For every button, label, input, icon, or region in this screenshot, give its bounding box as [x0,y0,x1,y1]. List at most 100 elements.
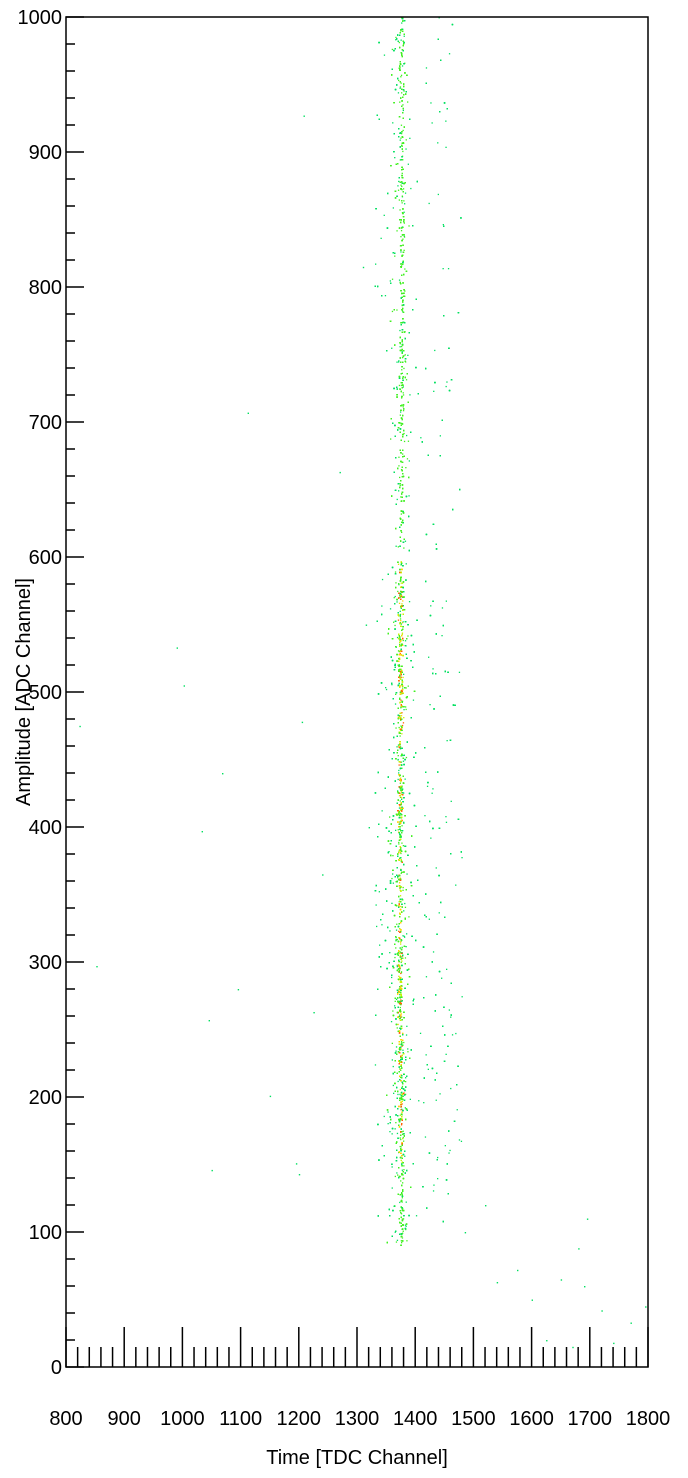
heatmap-cell [394,1000,396,1002]
heatmap-cell [396,923,398,925]
heatmap-cell [404,268,406,270]
heatmap-cell [441,977,443,979]
heatmap-cell [403,1165,405,1167]
heatmap-cell [397,745,400,747]
heatmap-cell [407,685,409,687]
heatmap-cell [392,1065,394,1068]
heatmap-cell [431,792,433,794]
heatmap-cell [398,180,400,183]
heatmap-cell [449,1149,451,1152]
heatmap-cell [396,964,398,966]
heatmap-cell [401,996,403,998]
heatmap-cell [402,886,404,889]
heatmap-cell [398,664,400,666]
heatmap-cell [400,1016,402,1018]
heatmap-cell [397,790,399,792]
heatmap-cell [400,1138,402,1141]
heatmap-cell [445,600,447,602]
heatmap-cell [405,1034,408,1036]
heatmap-cell [401,1108,403,1110]
heatmap-cell [397,778,399,781]
heatmap-cell [394,157,396,159]
heatmap-cell [400,124,403,126]
heatmap-cell [381,810,383,812]
heatmap-cell [408,225,410,227]
heatmap-cell [401,1169,403,1171]
heatmap-cell [437,142,439,144]
heatmap-cell [400,971,403,973]
heatmap-cell [396,601,398,603]
heatmap-cell [400,1109,402,1111]
heatmap-cell [399,1006,401,1009]
heatmap-cell [398,795,401,797]
heatmap-cell [401,185,403,188]
heatmap-cell [399,805,401,807]
heatmap-cell [402,845,404,847]
heatmap-cell [398,1151,400,1154]
heatmap-cell [401,372,403,374]
heatmap-cell [403,236,406,238]
heatmap-cell [446,968,448,970]
heatmap-cell [405,1201,407,1203]
heatmap-cell [400,707,402,709]
heatmap-cell [399,976,401,978]
heatmap-cell [397,744,400,746]
heatmap-cell [433,390,435,392]
heatmap-cell [401,785,403,787]
heatmap-cell [399,618,402,620]
heatmap-cell [394,1128,396,1130]
heatmap-cell [395,1046,398,1048]
heatmap-cell [400,1074,402,1076]
heatmap-cell [375,263,377,265]
heatmap-cell [404,354,406,356]
heatmap-cell [402,1232,404,1234]
heatmap-cell [404,902,406,905]
heatmap-cell [388,851,390,853]
heatmap-cell [395,727,397,729]
heatmap-cell [405,467,407,469]
heatmap-cell [402,188,405,190]
heatmap-cell [399,775,401,777]
heatmap-cell [394,595,396,598]
heatmap-cell [398,602,401,604]
heatmap-cell [445,821,448,823]
heatmap-cell [403,367,405,370]
heatmap-cell [401,265,403,267]
heatmap-cell [400,1013,402,1015]
heatmap-cell [398,726,400,729]
heatmap-cell [398,964,401,967]
heatmap-cell [401,960,403,962]
heatmap-cell [403,355,405,357]
heatmap-cell [398,41,400,44]
heatmap-cell [403,709,405,711]
heatmap-cell [437,193,439,196]
heatmap-cell [391,48,393,51]
heatmap-cell [401,633,403,635]
heatmap-cell [391,278,394,280]
heatmap-cell [401,582,404,584]
heatmap-cell [402,394,405,396]
heatmap-cell [405,379,408,381]
heatmap-cell [426,785,429,787]
heatmap-cell [399,796,402,798]
heatmap-cell [445,146,447,148]
heatmap-cell [407,163,409,165]
heatmap-cell [383,1115,385,1118]
heatmap-cell [396,636,399,639]
heatmap-cell [396,230,398,232]
heatmap-cell [400,1200,402,1202]
heatmap-cell [399,610,401,612]
heatmap-cell [444,1145,446,1147]
heatmap-cell [431,122,433,124]
heatmap-cell [400,76,402,78]
heatmap-cell [396,1172,398,1174]
heatmap-cell [407,440,410,442]
heatmap-cell [402,1130,404,1132]
heatmap-cell [423,1102,425,1104]
heatmap-cell [398,199,400,201]
heatmap-cell [385,688,388,691]
heatmap-cell [401,369,403,371]
heatmap-cell [400,872,402,874]
heatmap-cell [409,137,411,139]
heatmap-cell [391,310,394,313]
